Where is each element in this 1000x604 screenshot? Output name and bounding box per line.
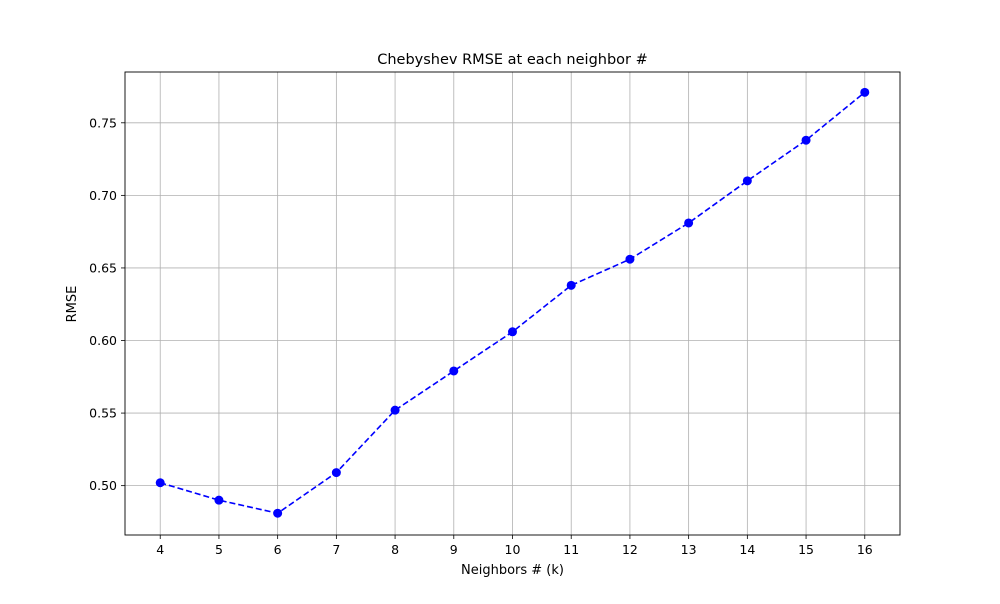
y-tick-label: 0.60: [89, 333, 117, 348]
data-point: [860, 87, 870, 97]
x-tick-label: 8: [391, 542, 399, 557]
y-tick-label: 0.55: [89, 406, 117, 421]
grid: [125, 72, 900, 535]
data-point: [331, 468, 341, 478]
y-tick-label: 0.50: [89, 478, 117, 493]
x-tick-label: 13: [681, 542, 697, 557]
data-point: [742, 176, 752, 186]
x-tick-label: 16: [857, 542, 873, 557]
data-point: [684, 218, 694, 228]
series-layer: [155, 87, 870, 518]
x-axis-label: Neighbors # (k): [461, 563, 564, 578]
x-tick-label: 10: [505, 542, 521, 557]
y-tick-label: 0.70: [89, 188, 117, 203]
data-point: [508, 327, 517, 337]
data-point: [449, 366, 459, 376]
x-tick-label: 5: [215, 542, 223, 557]
data-point: [155, 478, 165, 488]
x-tick-label: 15: [798, 542, 814, 557]
y-tick-label: 0.65: [89, 260, 117, 275]
y-tick-label: 0.75: [89, 115, 117, 130]
x-tick-label: 9: [450, 542, 458, 557]
data-point: [625, 254, 635, 264]
chart-title: Chebyshev RMSE at each neighbor #: [377, 52, 648, 68]
x-tick-label: 4: [156, 542, 164, 557]
x-tick-label: 14: [739, 542, 755, 557]
x-tick-label: 6: [274, 542, 282, 557]
plot-frame: [124, 71, 901, 536]
data-point: [801, 135, 811, 145]
data-point: [214, 495, 224, 505]
x-tick-label: 7: [332, 542, 340, 557]
data-point: [566, 280, 576, 290]
axes: 4 5 6 7 8 9 10 11 12 13 14 15 16 0.50 0.55 0.60 0.65 0.70…: [89, 71, 901, 557]
data-point: [273, 508, 283, 518]
x-tick-label: 12: [622, 542, 638, 557]
data-point: [390, 405, 400, 415]
y-axis-label: RMSE: [65, 286, 80, 323]
x-tick-label: 11: [563, 542, 579, 557]
